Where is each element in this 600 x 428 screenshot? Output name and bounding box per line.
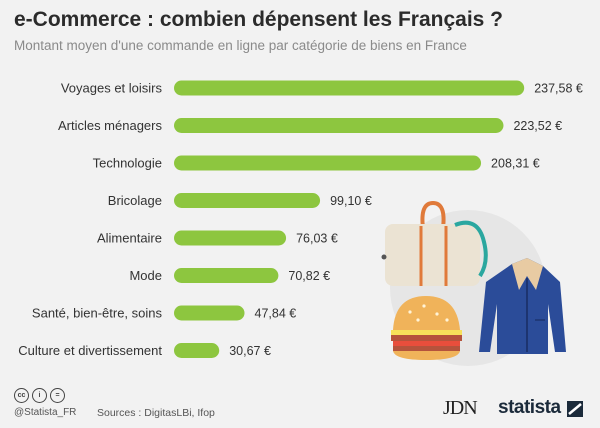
category-label: Alimentaire bbox=[97, 231, 162, 246]
cc-icon: cc bbox=[14, 388, 29, 403]
category-label: Articles ménagers bbox=[58, 118, 163, 133]
bar bbox=[174, 118, 504, 133]
bar bbox=[174, 80, 525, 96]
value-label: 30,67 € bbox=[229, 344, 271, 358]
no-derivatives-icon: = bbox=[50, 388, 65, 403]
license-icons: cc i = bbox=[14, 388, 65, 403]
value-label: 47,84 € bbox=[255, 307, 297, 321]
bar bbox=[174, 305, 245, 321]
bar bbox=[174, 193, 321, 208]
jacket-icon bbox=[479, 258, 566, 354]
category-label: Bricolage bbox=[108, 193, 162, 208]
value-label: 208,31 € bbox=[491, 157, 540, 171]
value-label: 70,82 € bbox=[288, 269, 330, 283]
category-label: Culture et divertissement bbox=[18, 343, 162, 358]
bar-chart: Voyages et loisirs 237,58 € Articles ménag… bbox=[18, 80, 583, 358]
bar bbox=[174, 343, 220, 358]
attribution-icon: i bbox=[32, 388, 47, 403]
chart-title: e-Commerce : combien dépensent les Franç… bbox=[14, 8, 503, 31]
sources-note: Sources : DigitasLBi, Ifop bbox=[97, 407, 215, 419]
statista-logo-icon bbox=[567, 401, 583, 417]
bar bbox=[174, 268, 279, 283]
value-label: 99,10 € bbox=[330, 194, 372, 208]
category-label: Santé, bien-être, soins bbox=[32, 306, 163, 321]
burger-icon bbox=[391, 296, 462, 360]
jdn-logo[interactable]: JDN bbox=[443, 397, 478, 419]
bar bbox=[174, 230, 287, 246]
category-label: Technologie bbox=[93, 156, 162, 171]
category-label: Voyages et loisirs bbox=[61, 81, 163, 96]
chart-subtitle: Montant moyen d'une commande en ligne pa… bbox=[14, 38, 467, 53]
statista-logo[interactable]: statista bbox=[498, 397, 561, 418]
value-label: 237,58 € bbox=[534, 82, 583, 96]
value-label: 223,52 € bbox=[513, 119, 562, 133]
bar bbox=[174, 155, 482, 171]
social-handle[interactable]: @Statista_FR bbox=[14, 407, 77, 418]
category-label: Mode bbox=[129, 268, 162, 283]
value-label: 76,03 € bbox=[296, 232, 338, 246]
travel-bag-icon bbox=[381, 200, 488, 286]
